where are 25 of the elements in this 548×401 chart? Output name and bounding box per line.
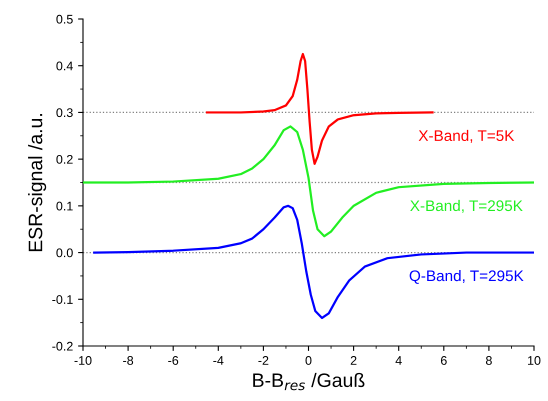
x-tick-label: -6	[168, 356, 178, 365]
series-label: X-Band, T=5K	[418, 130, 514, 143]
y-tick-label: 0.3	[56, 108, 73, 118]
x-tick-label: 10	[528, 356, 540, 365]
x-tick-label: 2	[350, 356, 356, 365]
y-tick-label: -0.2	[52, 342, 73, 351]
x-tick-label: -8	[123, 356, 134, 365]
x-axis-title: B-B$_{res}$ /Gauß	[253, 372, 364, 390]
line-series	[83, 125, 534, 238]
y-tick-label: 0.1	[56, 202, 73, 211]
series-label: X-Band, T=295K	[410, 200, 523, 213]
y-tick-label: 0.5	[56, 14, 73, 24]
x-tick-label: 4	[396, 356, 402, 365]
x-tick-label: -2	[258, 356, 268, 365]
x-tick-label: -4	[213, 356, 224, 365]
y-tick-label: -0.1	[52, 295, 73, 304]
y-axis-title: ESR-signal /a.u.	[28, 114, 46, 252]
y-tick-label: 0.0	[56, 248, 73, 258]
x-tick-label: 0	[306, 356, 312, 365]
x-tick-label: -10	[74, 356, 92, 365]
x-tick-label: 8	[486, 356, 492, 365]
x-tick-label: 6	[440, 356, 447, 365]
series-label: Q-Band, T=295K	[410, 270, 524, 284]
y-tick-label: 0.4	[56, 62, 73, 70]
y-tick-label: 0.2	[56, 154, 73, 164]
